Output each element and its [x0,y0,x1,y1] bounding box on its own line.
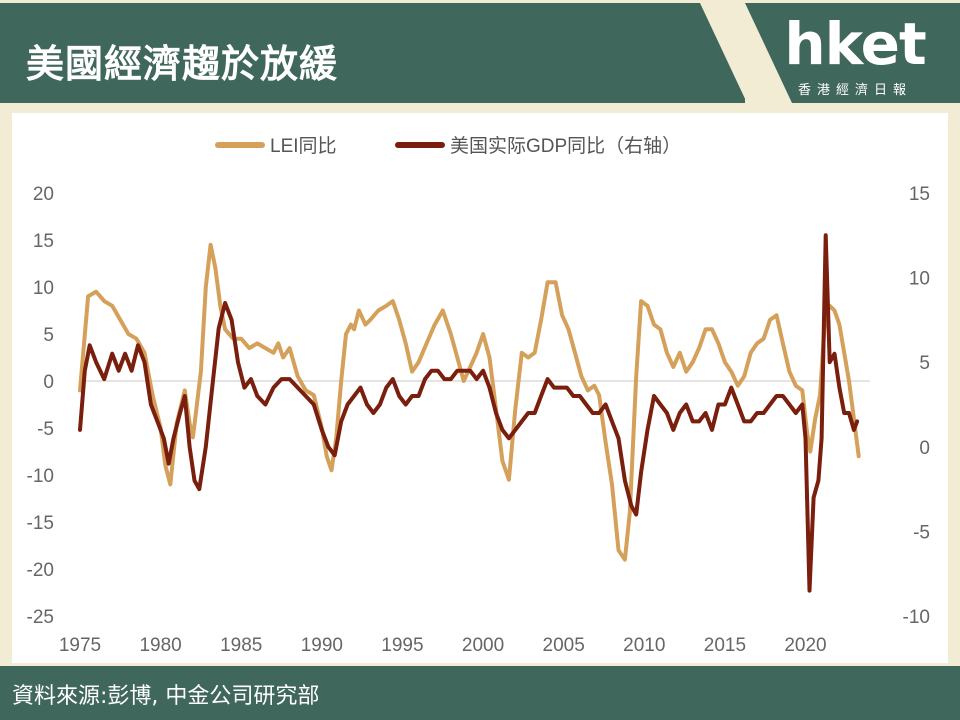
x-tick-label: 2010 [623,635,665,656]
title-banner [0,3,745,103]
chart-legend: LEI同比 美国实际GDP同比（右轴） [215,135,681,157]
source-note: 資料來源:彭博, 中金公司研究部 [12,684,320,709]
y-left-tick-label: 10 [33,278,54,299]
x-tick-label: 1980 [139,635,181,656]
y-left-tick-label: 5 [43,325,54,346]
y-axis-left: 20 15 10 5 0 -5 -10 -15 -20 -25 [27,184,870,628]
logo-banner [745,3,960,103]
header-background [0,3,960,103]
y-left-tick-label: -20 [27,560,54,581]
x-tick-label: 1985 [220,635,262,656]
y-right-tick-label: 10 [909,269,930,290]
y-right-tick-label: 0 [919,438,930,459]
y-left-tick-label: -25 [27,607,54,628]
y-right-tick-label: -5 [913,522,930,543]
x-tick-label: 1975 [59,635,101,656]
hket-logo: hket [784,10,926,78]
x-tick-label: 2005 [543,635,585,656]
y-left-tick-label: -5 [37,419,54,440]
x-tick-label: 2015 [704,635,746,656]
logo-subtitle: 香港經濟日報 [797,83,912,98]
y-left-tick-label: -15 [27,513,54,534]
y-right-tick-label: 15 [909,184,930,205]
series-line-1 [78,242,861,562]
x-axis: 1975 1980 1985 1990 1995 2000 2005 2010 2015 2020 [59,635,827,656]
series-group [78,233,861,593]
series-line-2 [78,233,860,593]
y-axis-right: 15 10 5 0 -5 -10 [903,184,930,628]
line-chart: LEI同比 美国实际GDP同比（右轴） 20151050-5-10-15-20-2… [27,135,930,656]
x-tick-label: 1995 [381,635,423,656]
banner-divider [700,3,792,103]
y-left-tick-label: 15 [33,231,54,252]
y-right-tick-label: -10 [903,607,930,628]
header-bar: 美國經濟趨於放緩 hket 香港經濟日報 [0,3,960,103]
x-tick-label: 1990 [301,635,343,656]
y-right-tick-label: 5 [919,353,930,374]
x-tick-label: 2020 [784,635,826,656]
legend-label-1: LEI同比 [270,135,337,157]
y-left-tick-label: -10 [27,466,54,487]
legend-label-2: 美国实际GDP同比（右轴） [450,135,681,157]
y-left-tick-label: 0 [43,372,54,393]
y-left-tick-label: 20 [33,184,54,205]
page-title: 美國經濟趨於放緩 [26,42,339,86]
chart-panel: LEI同比 美国实际GDP同比（右轴） 20 15 10 5 0 -5 -10 -15 -20 -2… [12,113,948,663]
footer-bar: 資料來源:彭博, 中金公司研究部 [0,666,960,720]
x-tick-label: 2000 [462,635,504,656]
